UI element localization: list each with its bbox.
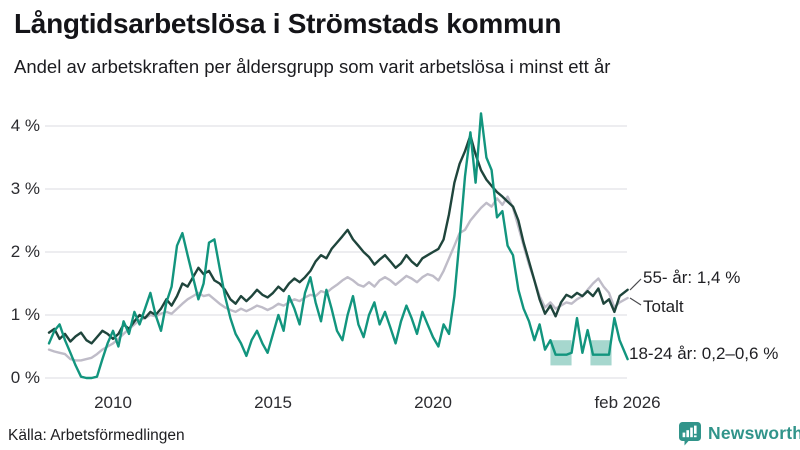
- annotation-connector: [629, 297, 642, 306]
- x-tick-label: 2015: [254, 393, 292, 412]
- x-tick-label: 2020: [414, 393, 452, 412]
- chart-title: Långtidsarbetslösa i Strömstads kommun: [14, 8, 562, 39]
- annotation-totalt-label: Totalt: [643, 297, 684, 316]
- newsworthy-logo-text: Newsworthy: [708, 423, 800, 443]
- y-tick-label: 0 %: [10, 368, 40, 387]
- y-tick-label: 3 %: [10, 179, 40, 198]
- annotation-55-label: 55- år: 1,4 %: [643, 268, 741, 287]
- series-line-18-24-ar: [47, 112, 629, 380]
- series-line-totalt: [47, 195, 629, 362]
- y-tick-label: 1 %: [10, 305, 40, 324]
- confidence-band: [550, 340, 572, 366]
- source-note: Källa: Arbetsförmedlingen: [8, 427, 185, 444]
- y-tick-label: 4 %: [10, 116, 40, 135]
- series-line-55-ar: [47, 134, 629, 345]
- annotation-connector: [629, 278, 642, 291]
- y-tick-label: 2 %: [10, 242, 40, 261]
- newsworthy-logo-icon: [679, 422, 701, 446]
- confidence-band: [590, 340, 612, 366]
- chart-subtitle: Andel av arbetskraften per åldersgrupp s…: [14, 56, 611, 77]
- annotation-18-24-label: 18-24 år: 0,2–0,6 %: [629, 344, 779, 363]
- newsworthy-logo: Newsworthy: [678, 421, 800, 446]
- x-tick-label: feb 2026: [594, 393, 661, 412]
- x-tick-label: 2010: [94, 393, 132, 412]
